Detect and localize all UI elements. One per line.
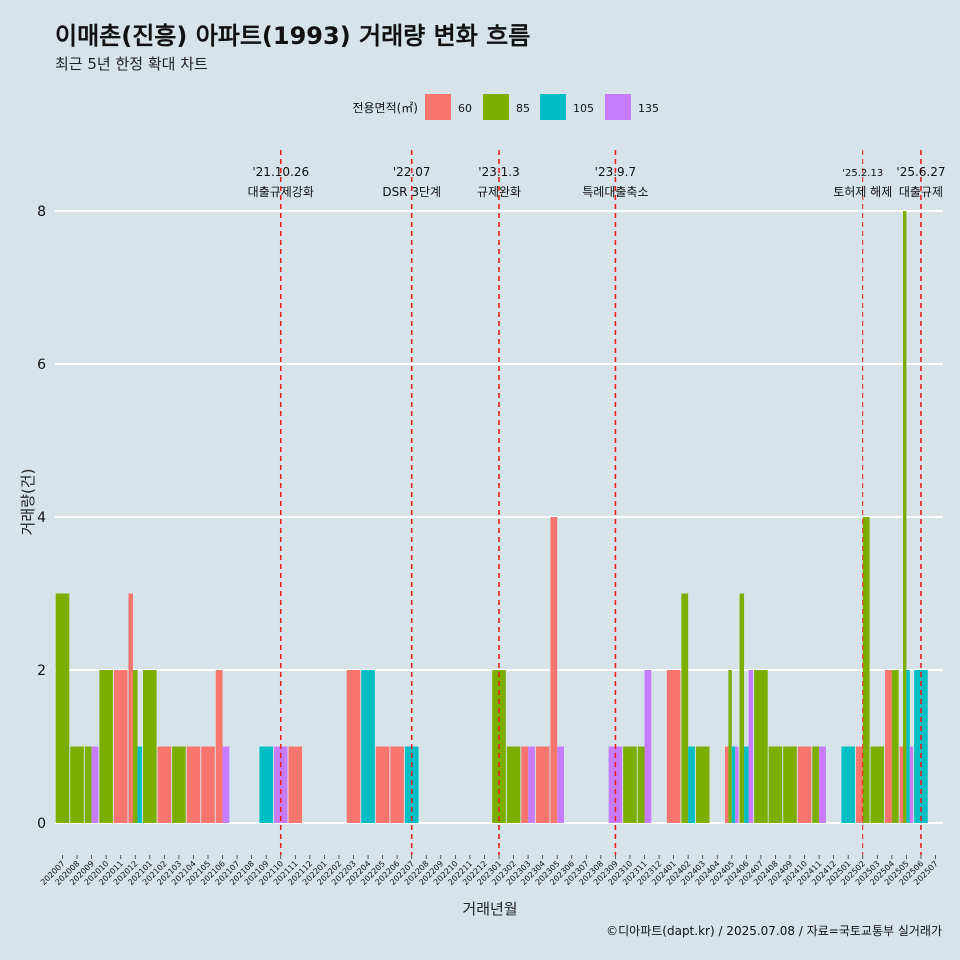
event-date: '25.6.27 (896, 165, 945, 179)
bar-85-202403 (695, 746, 710, 823)
bar-135-202009 (91, 746, 99, 823)
bar-105-202505 (906, 670, 910, 823)
bar-60-202102 (157, 746, 172, 823)
bar-135-202405 (735, 746, 739, 823)
bar-105-202012 (137, 746, 143, 823)
bar-105-202405 (731, 746, 736, 823)
bar-85-202409 (783, 746, 797, 823)
legend-key-105 (540, 94, 566, 120)
bar-85-202302 (506, 746, 521, 823)
chart-title: 이매촌(진흥) 아파트(1993) 거래량 변화 흐름 (55, 22, 530, 50)
y-tick-label: 6 (37, 357, 46, 373)
bar-85-202402 (681, 593, 689, 823)
bar-135-202406 (748, 670, 754, 823)
bar-135-202305 (557, 746, 564, 823)
bar-105-202501 (841, 746, 855, 823)
y-tick-label: 8 (37, 204, 46, 220)
bar-85-202010 (99, 670, 113, 823)
bar-135-202106 (222, 746, 230, 823)
y-tick-label: 2 (37, 663, 46, 679)
bar-60-202206 (390, 746, 404, 823)
event-label: 규제완화 (477, 185, 521, 199)
y-tick-label: 0 (37, 816, 46, 832)
legend-key-85 (483, 94, 509, 120)
bar-60-202505 (899, 746, 903, 823)
event-date: '21.10.26 (252, 165, 309, 179)
bar-85-202505 (903, 211, 907, 823)
bar-85-202405 (728, 670, 732, 823)
bar-60-202502 (855, 746, 863, 823)
bars (55, 211, 928, 823)
event-date: '22.07 (393, 165, 431, 179)
legend-label-105: 105 (573, 102, 594, 115)
bar-85-202503 (870, 746, 885, 823)
bar-60-202106 (215, 670, 223, 823)
legend-label-135: 135 (638, 102, 659, 115)
caption: ©디아파트(dapt.kr) / 2025.07.08 / 자료=국토교통부 실… (606, 924, 942, 938)
bar-85-202407 (754, 670, 768, 823)
event-label: 대출규제강화 (248, 185, 314, 199)
bar-85-202504 (891, 670, 899, 823)
bar-60-202304 (535, 746, 550, 823)
event-label: 대출규제 (899, 185, 943, 199)
bar-60-202205 (375, 746, 390, 823)
event-date: '23.1.3 (478, 165, 519, 179)
bar-85-202008 (70, 746, 84, 823)
legend-key-60 (425, 94, 451, 120)
bar-135-202311 (644, 670, 652, 823)
y-axis-label: 거래량(건) (19, 469, 37, 536)
bar-135-202505 (909, 746, 914, 823)
y-tick-label: 4 (37, 510, 46, 526)
bar-60-202405 (725, 746, 729, 823)
bar-60-202104 (186, 746, 201, 823)
bar-85-202502 (862, 517, 870, 823)
bar-85-202007 (55, 593, 70, 823)
bar-85-202310 (623, 746, 637, 823)
bar-60-202303 (521, 746, 529, 823)
bar-60-202105 (201, 746, 215, 823)
event-date: '25.2.13 (842, 168, 883, 179)
bar-60-202111 (288, 746, 303, 823)
bar-60-202401 (666, 670, 681, 823)
event-label: DSR 3단계 (382, 185, 441, 199)
legend-label-85: 85 (516, 102, 530, 115)
bar-85-202009 (84, 746, 92, 823)
bar-60-202504 (885, 670, 892, 823)
bar-60-202012 (128, 593, 133, 823)
x-axis-label: 거래년월 (462, 900, 517, 918)
legend-key-135 (605, 94, 631, 120)
event-label: 토허제 해제 (833, 185, 892, 199)
bar-85-202101 (143, 670, 157, 823)
bar-135-202303 (528, 746, 535, 823)
bar-85-202411 (812, 746, 820, 823)
y-axis: 0 2 4 6 8 (37, 204, 46, 832)
bar-60-202203 (346, 670, 361, 823)
bar-105-202204 (361, 670, 375, 823)
event-label: 특례대출축소 (582, 185, 648, 199)
bar-85-202103 (172, 746, 186, 823)
bar-135-202411 (819, 746, 826, 823)
legend-title: 전용면적(㎡) (352, 101, 418, 115)
bar-85-202406 (739, 593, 745, 823)
bar-60-202011 (113, 670, 128, 823)
x-axis: 2020072020082020092020102020112020122021… (39, 855, 940, 887)
bar-85-202311 (637, 746, 645, 823)
legend-label-60: 60 (458, 102, 472, 115)
legend: 전용면적(㎡) 60 85 105 135 (352, 94, 659, 120)
bar-105-202402 (688, 746, 695, 823)
bar-85-202012 (132, 670, 138, 823)
bar-60-202410 (797, 746, 812, 823)
bar-105-202406 (744, 746, 749, 823)
chart-subtitle: 최근 5년 한정 확대 차트 (55, 55, 208, 73)
bar-105-202109 (259, 746, 273, 823)
bar-60-202305 (550, 517, 558, 823)
event-lines: '21.10.26 대출규제강화 '22.07 DSR 3단계 '23.1.3 규제완화 '… (248, 150, 946, 855)
bar-85-202408 (768, 746, 783, 823)
event-date: '23.9.7 (595, 165, 636, 179)
